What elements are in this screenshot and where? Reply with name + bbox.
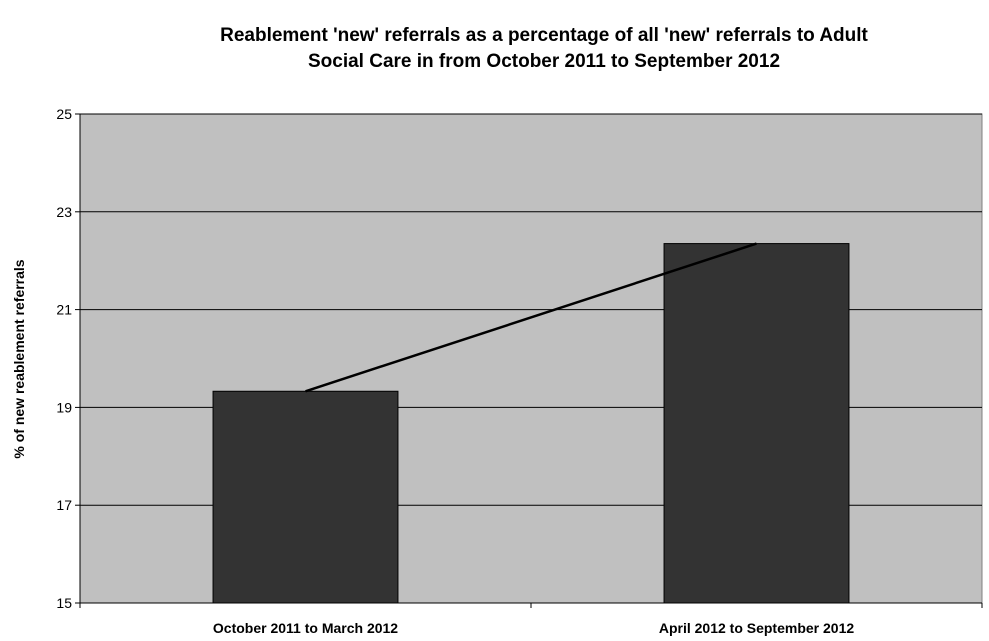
chart-title-line-2: Social Care in from October 2011 to Sept… <box>308 51 780 72</box>
y-tick-label: 17 <box>56 497 72 513</box>
y-tick-labels: 15 17 19 21 23 25 <box>56 106 72 611</box>
bar-1 <box>212 390 399 604</box>
y-tick-label: 23 <box>56 204 72 220</box>
trendline-group <box>305 242 757 393</box>
bars <box>212 243 850 604</box>
y-tick-label: 19 <box>56 399 72 415</box>
y-tick-label: 25 <box>56 106 72 122</box>
y-tick-label: 15 <box>56 595 72 611</box>
chart-title-line-1: Reablement 'new' referrals as a percenta… <box>220 25 868 46</box>
x-category-label-1: October 2011 to March 2012 <box>213 620 398 636</box>
x-category-labels: October 2011 to March 2012 April 2012 to … <box>213 620 854 636</box>
bar-2 <box>663 243 850 604</box>
axes <box>75 113 983 608</box>
x-category-label-2: April 2012 to September 2012 <box>659 620 855 636</box>
chart-title: Reablement 'new' referrals as a percenta… <box>220 25 868 72</box>
trendline <box>305 242 757 393</box>
y-tick-label: 21 <box>56 302 72 318</box>
y-axis-title: % of new reablement referrals <box>11 259 27 458</box>
